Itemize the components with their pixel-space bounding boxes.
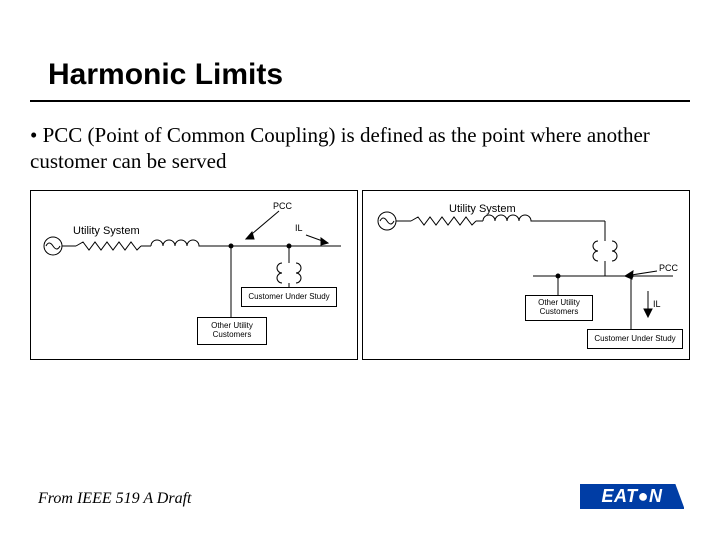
box-other-utility-customers-r: Other Utility Customers bbox=[525, 295, 593, 321]
eaton-logo: EAT●N bbox=[580, 484, 684, 509]
box-customer-under-study: Customer Under Study bbox=[241, 287, 337, 307]
label-pcc-r: PCC bbox=[659, 263, 678, 273]
label-il-r: IL bbox=[653, 299, 661, 309]
circuit-left-svg bbox=[31, 191, 359, 361]
footer-source: From IEEE 519 A Draft bbox=[38, 490, 191, 508]
label-pcc: PCC bbox=[273, 201, 292, 211]
slide: Harmonic Limits • PCC (Point of Common C… bbox=[0, 0, 720, 540]
label-utility-system-r: Utility System bbox=[449, 203, 516, 215]
label-il: IL bbox=[295, 223, 303, 233]
diagram-right-panel: Utility System PCC IL Other Utility Cust… bbox=[362, 190, 690, 360]
logo-text: EAT●N bbox=[601, 486, 662, 507]
diagram-row: Utility System PCC IL Customer Under Stu… bbox=[30, 190, 690, 360]
diagram-left-panel: Utility System PCC IL Customer Under Stu… bbox=[30, 190, 358, 360]
slide-title: Harmonic Limits bbox=[48, 58, 283, 92]
title-rule bbox=[30, 100, 690, 102]
box-customer-under-study-r: Customer Under Study bbox=[587, 329, 683, 349]
bullet-text: • PCC (Point of Common Coupling) is defi… bbox=[30, 122, 690, 175]
label-utility-system: Utility System bbox=[73, 225, 140, 237]
box-other-utility-customers: Other Utility Customers bbox=[197, 317, 267, 345]
